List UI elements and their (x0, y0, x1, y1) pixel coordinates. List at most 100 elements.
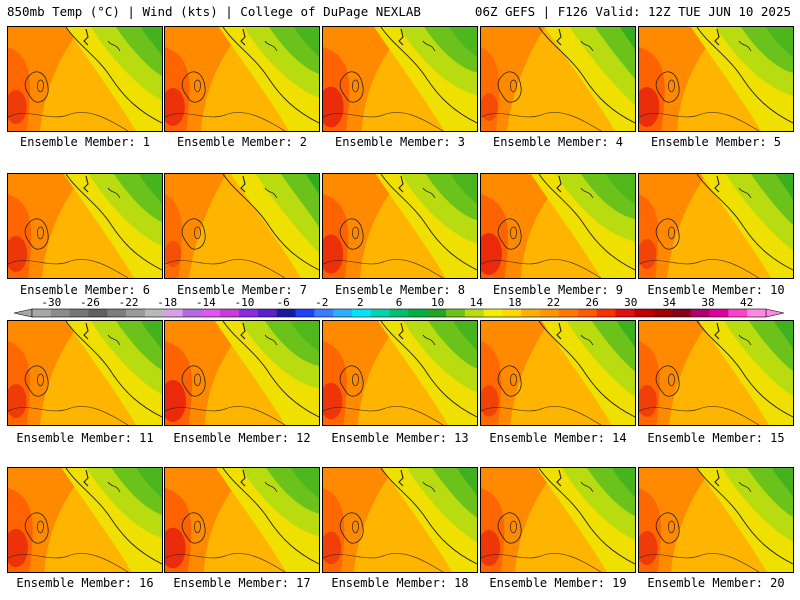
ensemble-member-map (638, 173, 794, 279)
colorbar-swatch (220, 309, 240, 317)
ensemble-member-label: Ensemble Member: 7 (176, 283, 308, 297)
colorbar-tick-label: 10 (431, 296, 444, 309)
colorbar-tick-label: 2 (357, 296, 364, 309)
ensemble-member-label: Ensemble Member: 10 (647, 283, 785, 297)
colorbar-swatch (144, 309, 165, 317)
colorbar-tick-label: -22 (119, 296, 139, 309)
colorbar-swatch (483, 309, 503, 317)
ensemble-member-label: Ensemble Member: 19 (489, 576, 627, 590)
ensemble-member-label: Ensemble Member: 12 (173, 431, 311, 445)
colorbar-swatch (32, 309, 52, 317)
colorbar-tick-label: -30 (41, 296, 61, 309)
ensemble-member-map (638, 320, 794, 426)
colorbar-swatch (690, 309, 710, 317)
ensemble-member-map (164, 320, 320, 426)
colorbar-swatch (389, 309, 409, 317)
colorbar-swatch (502, 309, 522, 317)
colorbar-swatch (107, 309, 127, 317)
colorbar-tick-label: -6 (276, 296, 289, 309)
colorbar-swatch (596, 309, 616, 317)
colorbar-swatch (747, 309, 767, 317)
colorbar-swatch (126, 309, 146, 317)
colorbar-swatch (653, 309, 673, 317)
colorbar-swatch (577, 309, 597, 317)
colorbar-swatch (351, 309, 372, 317)
colorbar-swatch (239, 309, 259, 317)
ensemble-member-map (164, 26, 320, 132)
ensemble-member-label: Ensemble Member: 9 (492, 283, 624, 297)
ensemble-member-map (164, 173, 320, 279)
ensemble-member-label: Ensemble Member: 4 (492, 135, 624, 149)
ensemble-member-map (164, 467, 320, 573)
colorbar-swatch (540, 309, 560, 317)
colorbar-tick-label: 22 (547, 296, 560, 309)
colorbar-swatch (314, 309, 334, 317)
colorbar-swatch (333, 309, 353, 317)
ensemble-member-label: Ensemble Member: 18 (331, 576, 469, 590)
ensemble-member-map (322, 320, 478, 426)
colorbar-swatch (464, 309, 484, 317)
ensemble-member-label: Ensemble Member: 16 (16, 576, 154, 590)
colorbar-swatch (50, 309, 70, 317)
colorbar-swatch (634, 309, 654, 317)
ensemble-member-map (638, 26, 794, 132)
colorbar-swatch (615, 309, 635, 317)
ensemble-member-label: Ensemble Member: 2 (176, 135, 308, 149)
ensemble-member-map (7, 320, 163, 426)
ensemble-member-label: Ensemble Member: 20 (647, 576, 785, 590)
ensemble-member-map (322, 26, 478, 132)
ensemble-member-label: Ensemble Member: 5 (650, 135, 782, 149)
ensemble-member-map (638, 467, 794, 573)
ensemble-member-map (7, 26, 163, 132)
colorbar-swatch (276, 309, 296, 317)
ensemble-member-map (322, 467, 478, 573)
colorbar-tick-label: -10 (235, 296, 255, 309)
colorbar-swatch (257, 309, 277, 317)
colorbar-swatch (521, 309, 541, 317)
ensemble-member-map (480, 320, 636, 426)
colorbar-swatch (88, 309, 108, 317)
ensemble-member-map (480, 173, 636, 279)
colorbar-tick-label: 34 (663, 296, 677, 309)
ensemble-member-map (322, 173, 478, 279)
colorbar-swatch (558, 309, 579, 317)
colorbar-swatch (709, 309, 729, 317)
ensemble-member-label: Ensemble Member: 15 (647, 431, 785, 445)
colorbar-swatch (69, 309, 89, 317)
ensemble-member-map (7, 173, 163, 279)
ensemble-member-label: Ensemble Member: 8 (334, 283, 466, 297)
colorbar-swatch (408, 309, 428, 317)
valid-time: 06Z GEFS | F126 Valid: 12Z TUE JUN 10 20… (474, 4, 791, 19)
colorbar-tick-label: 14 (470, 296, 484, 309)
colorbar-arrow-right (765, 308, 785, 318)
colorbar-tick-label: 6 (396, 296, 403, 309)
colorbar-swatch (427, 309, 447, 317)
colorbar-swatch (295, 309, 315, 317)
colorbar-tick-label: 38 (701, 296, 714, 309)
colorbar-swatch (370, 309, 390, 317)
colorbar-arrow-left (13, 308, 33, 318)
colorbar-tick-label: 42 (740, 296, 753, 309)
colorbar-swatch (671, 309, 692, 317)
temperature-colorbar: -30 -26 -22 -18 -14 -10 -6 -2 2 6 10 14 18 22 26 30 34 38… (13, 296, 785, 318)
colorbar-swatch (446, 309, 466, 317)
colorbar-tick-label: 26 (586, 296, 599, 309)
ensemble-member-label: Ensemble Member: 13 (331, 431, 469, 445)
ensemble-member-label: Ensemble Member: 3 (334, 135, 466, 149)
colorbar-swatch (201, 309, 221, 317)
ensemble-member-label: Ensemble Member: 17 (173, 576, 311, 590)
ensemble-member-label: Ensemble Member: 6 (19, 283, 151, 297)
colorbar-swatch (182, 309, 202, 317)
colorbar-tick-label: -14 (196, 296, 216, 309)
colorbar-tick-label: -2 (315, 296, 328, 309)
colorbar-tick-label: -26 (80, 296, 100, 309)
ensemble-member-map (480, 26, 636, 132)
colorbar-swatch (163, 309, 183, 317)
ensemble-member-label: Ensemble Member: 14 (489, 431, 627, 445)
colorbar-swatch (728, 309, 748, 317)
ensemble-member-label: Ensemble Member: 11 (16, 431, 154, 445)
colorbar-tick-label: 30 (624, 296, 637, 309)
ensemble-member-map (480, 467, 636, 573)
map-title: 850mb Temp (°C) | Wind (kts) | College o… (7, 4, 421, 19)
colorbar-tick-label: 18 (508, 296, 521, 309)
